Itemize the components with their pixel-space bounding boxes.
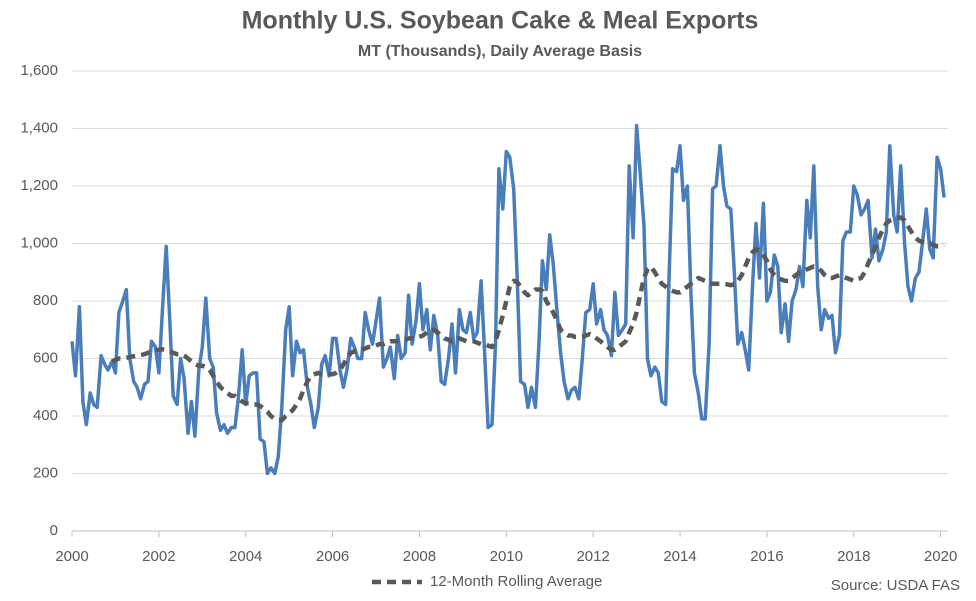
- y-tick-label: 1,200: [20, 177, 58, 194]
- x-tick-label: 2008: [403, 548, 436, 565]
- x-tick-label: 2004: [229, 548, 262, 565]
- chart-subtitle: MT (Thousands), Daily Average Basis: [358, 43, 642, 60]
- x-tick-label: 2012: [576, 548, 609, 565]
- x-tick-label: 2016: [750, 548, 783, 565]
- y-tick-label: 1,400: [20, 119, 58, 136]
- x-tick-label: 2010: [490, 548, 523, 565]
- y-tick-label: 200: [33, 464, 58, 481]
- x-tick-label: 2002: [142, 548, 175, 565]
- source-note: Source: USDA FAS: [831, 577, 960, 594]
- x-tick-label: 2020: [924, 548, 957, 565]
- series-line: [70, 123, 946, 476]
- x-tick-label: 2000: [55, 548, 88, 565]
- series-line: [111, 215, 945, 423]
- x-tick-label: 2006: [316, 548, 349, 565]
- y-tick-label: 0: [50, 522, 58, 539]
- y-tick-label: 800: [33, 292, 58, 309]
- legend-label: 12-Month Rolling Average: [430, 573, 602, 590]
- x-tick-label: 2014: [663, 548, 696, 565]
- chart-title: Monthly U.S. Soybean Cake & Meal Exports: [242, 7, 759, 35]
- y-tick-label: 600: [33, 349, 58, 366]
- y-tick-label: 400: [33, 407, 58, 424]
- y-tick-label: 1,600: [20, 62, 58, 79]
- y-tick-label: 1,000: [20, 234, 58, 251]
- x-tick-label: 2018: [837, 548, 870, 565]
